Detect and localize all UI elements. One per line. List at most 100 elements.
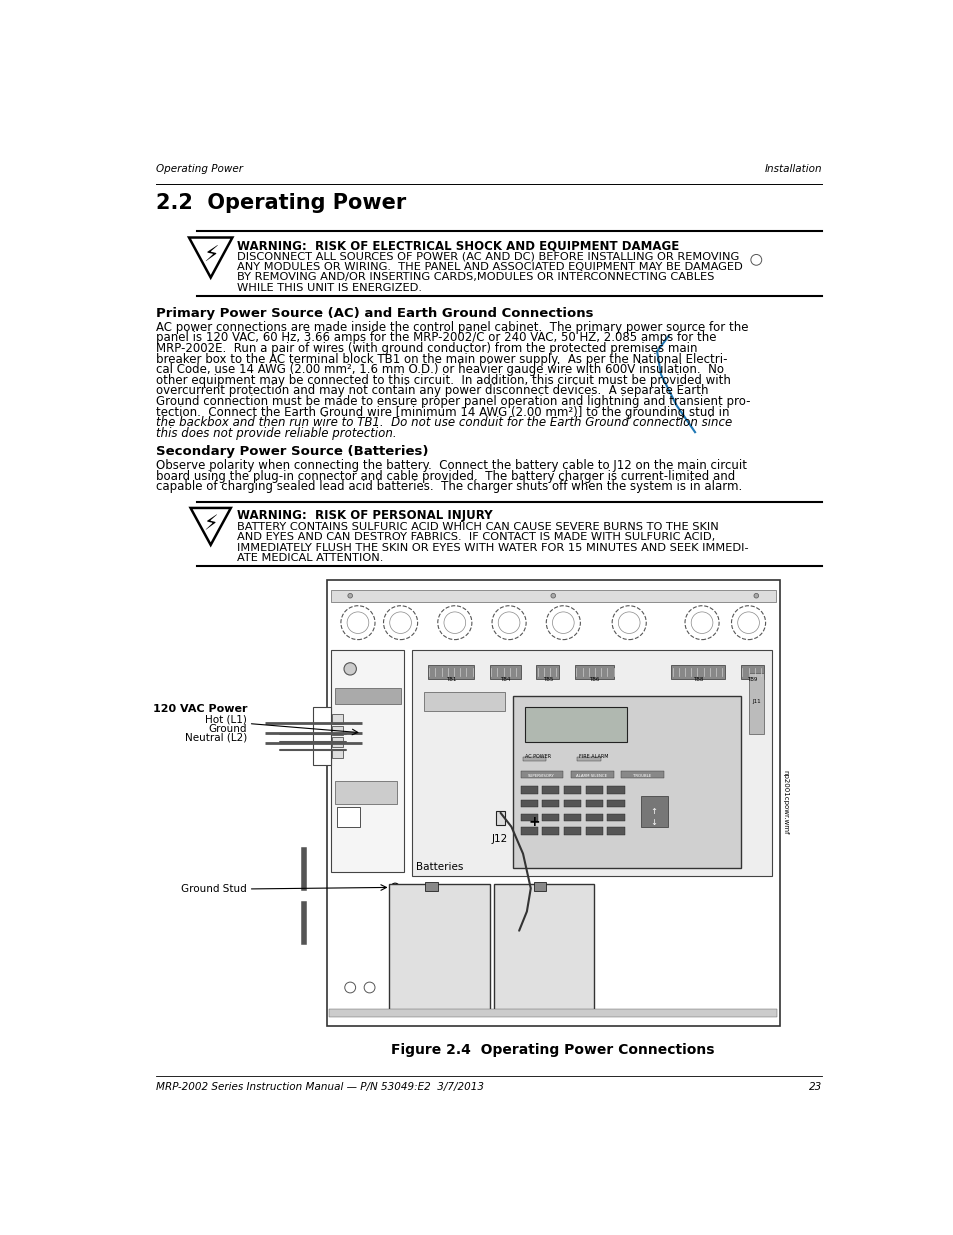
Text: WARNING:  RISK OF PERSONAL INJURY: WARNING: RISK OF PERSONAL INJURY <box>236 510 492 522</box>
FancyBboxPatch shape <box>522 757 546 761</box>
FancyBboxPatch shape <box>607 827 624 835</box>
Text: Batteries: Batteries <box>416 862 462 872</box>
Text: ↓: ↓ <box>650 819 657 827</box>
FancyBboxPatch shape <box>585 785 602 794</box>
Text: AC POWER: AC POWER <box>524 753 550 758</box>
Text: BATTERY CONTAINS SULFURIC ACID WHICH CAN CAUSE SEVERE BURNS TO THE SKIN: BATTERY CONTAINS SULFURIC ACID WHICH CAN… <box>236 522 718 532</box>
Circle shape <box>550 593 555 598</box>
Text: TB1: TB1 <box>445 677 456 682</box>
FancyBboxPatch shape <box>425 882 437 892</box>
FancyBboxPatch shape <box>640 795 667 826</box>
Text: WARNING:  RISK OF ELECTRICAL SHOCK AND EQUIPMENT DAMAGE: WARNING: RISK OF ELECTRICAL SHOCK AND EQ… <box>236 240 679 252</box>
Text: Neutral (L2): Neutral (L2) <box>185 732 247 742</box>
FancyBboxPatch shape <box>520 800 537 808</box>
FancyBboxPatch shape <box>427 664 474 679</box>
FancyBboxPatch shape <box>389 883 489 1010</box>
Text: Ground Stud: Ground Stud <box>181 884 247 894</box>
FancyBboxPatch shape <box>329 1009 777 1016</box>
Text: ANY MODULES OR WIRING.  THE PANEL AND ASSOCIATED EQUIPMENT MAY BE DAMAGED: ANY MODULES OR WIRING. THE PANEL AND ASS… <box>236 262 742 272</box>
Text: Ground connection must be made to ensure proper panel operation and lightning an: Ground connection must be made to ensure… <box>155 395 749 408</box>
FancyBboxPatch shape <box>585 800 602 808</box>
FancyBboxPatch shape <box>536 664 558 679</box>
Text: TB8: TB8 <box>692 677 702 682</box>
FancyBboxPatch shape <box>563 827 580 835</box>
Text: +: + <box>528 815 540 829</box>
Circle shape <box>348 593 353 598</box>
Text: TB5: TB5 <box>542 677 553 682</box>
FancyBboxPatch shape <box>748 673 763 735</box>
Text: J11: J11 <box>751 699 760 704</box>
Text: MRP-2002E.  Run a pair of wires (with ground conductor) from the protected premi: MRP-2002E. Run a pair of wires (with gro… <box>155 342 697 354</box>
FancyBboxPatch shape <box>520 771 562 778</box>
Text: TB4: TB4 <box>499 677 510 682</box>
FancyBboxPatch shape <box>542 814 558 821</box>
Text: Operating Power: Operating Power <box>155 164 242 174</box>
Text: DISCONNECT ALL SOURCES OF POWER (AC AND DC) BEFORE INSTALLING OR REMOVING: DISCONNECT ALL SOURCES OF POWER (AC AND … <box>236 252 739 262</box>
Text: breaker box to the AC terminal block TB1 on the main power supply.  As per the N: breaker box to the AC terminal block TB1… <box>155 352 726 366</box>
Text: TB9: TB9 <box>746 677 757 682</box>
Text: Ground: Ground <box>209 724 247 734</box>
FancyBboxPatch shape <box>563 785 580 794</box>
FancyBboxPatch shape <box>489 664 520 679</box>
FancyBboxPatch shape <box>332 748 343 758</box>
FancyBboxPatch shape <box>575 664 613 679</box>
FancyBboxPatch shape <box>542 785 558 794</box>
Text: ATE MEDICAL ATTENTION.: ATE MEDICAL ATTENTION. <box>236 553 383 563</box>
FancyBboxPatch shape <box>542 827 558 835</box>
Text: overcurrent protection and may not contain any power disconnect devices.  A sepa: overcurrent protection and may not conta… <box>155 384 707 398</box>
FancyBboxPatch shape <box>670 664 724 679</box>
FancyBboxPatch shape <box>332 737 343 747</box>
Text: AC power connections are made inside the control panel cabinet.  The primary pow: AC power connections are made inside the… <box>155 321 747 333</box>
FancyBboxPatch shape <box>335 688 400 704</box>
Text: Observe polarity when connecting the battery.  Connect the battery cable to J12 : Observe polarity when connecting the bat… <box>155 459 746 472</box>
FancyBboxPatch shape <box>585 827 602 835</box>
Text: np2001cpowr.wmf: np2001cpowr.wmf <box>781 771 788 835</box>
FancyBboxPatch shape <box>740 664 763 679</box>
FancyBboxPatch shape <box>607 814 624 821</box>
FancyBboxPatch shape <box>577 757 599 761</box>
Text: tection.  Connect the Earth Ground wire [minimum 14 AWG (2.00 mm²)] to the groun: tection. Connect the Earth Ground wire [… <box>155 405 728 419</box>
Text: 120 VAC Power: 120 VAC Power <box>152 704 247 714</box>
Text: TROUBLE: TROUBLE <box>633 773 651 778</box>
FancyBboxPatch shape <box>607 785 624 794</box>
Text: panel is 120 VAC, 60 Hz, 3.66 amps for the MRP-2002/C or 240 VAC, 50 HZ, 2.085 a: panel is 120 VAC, 60 Hz, 3.66 amps for t… <box>155 331 716 345</box>
FancyBboxPatch shape <box>335 781 396 804</box>
FancyBboxPatch shape <box>332 714 343 724</box>
FancyBboxPatch shape <box>563 800 580 808</box>
Text: 23: 23 <box>808 1082 821 1092</box>
FancyBboxPatch shape <box>412 650 771 876</box>
FancyBboxPatch shape <box>620 771 663 778</box>
Text: ↑: ↑ <box>650 806 657 816</box>
Text: this does not provide reliable protection.: this does not provide reliable protectio… <box>155 427 395 440</box>
Text: AND EYES AND CAN DESTROY FABRICS.  IF CONTACT IS MADE WITH SULFURIC ACID,: AND EYES AND CAN DESTROY FABRICS. IF CON… <box>236 532 715 542</box>
Text: TB6: TB6 <box>589 677 598 682</box>
Text: ⚡: ⚡ <box>203 515 218 535</box>
Text: ⚡: ⚡ <box>203 246 218 266</box>
Text: FIRE ALARM: FIRE ALARM <box>578 753 608 758</box>
Circle shape <box>753 593 758 598</box>
FancyBboxPatch shape <box>520 785 537 794</box>
Text: IMMEDIATELY FLUSH THE SKIN OR EYES WITH WATER FOR 15 MINUTES AND SEEK IMMEDI-: IMMEDIATELY FLUSH THE SKIN OR EYES WITH … <box>236 542 748 552</box>
FancyBboxPatch shape <box>423 692 505 711</box>
Text: Primary Power Source (AC) and Earth Ground Connections: Primary Power Source (AC) and Earth Grou… <box>155 306 593 320</box>
Text: cal Code, use 14 AWG (2.00 mm², 1.6 mm O.D.) or heavier gauge wire with 600V ins: cal Code, use 14 AWG (2.00 mm², 1.6 mm O… <box>155 363 723 377</box>
Text: board using the plug-in connector and cable provided.  The battery charger is cu: board using the plug-in connector and ca… <box>155 469 734 483</box>
Text: Hot (L1): Hot (L1) <box>205 714 247 724</box>
Text: Secondary Power Source (Batteries): Secondary Power Source (Batteries) <box>155 446 428 458</box>
Text: capable of charging sealed lead acid batteries.  The charger shuts off when the : capable of charging sealed lead acid bat… <box>155 480 741 493</box>
FancyBboxPatch shape <box>607 800 624 808</box>
Text: J12: J12 <box>492 835 508 845</box>
FancyBboxPatch shape <box>534 882 546 892</box>
FancyBboxPatch shape <box>513 695 740 868</box>
FancyBboxPatch shape <box>493 883 594 1010</box>
Text: 2.2  Operating Power: 2.2 Operating Power <box>155 193 405 212</box>
Text: ALARM SILENCE: ALARM SILENCE <box>576 773 607 778</box>
Circle shape <box>391 883 399 892</box>
FancyBboxPatch shape <box>332 726 343 735</box>
Text: SUPERVISORY: SUPERVISORY <box>528 773 555 778</box>
FancyBboxPatch shape <box>542 800 558 808</box>
FancyBboxPatch shape <box>313 708 331 766</box>
Text: BY REMOVING AND/OR INSERTING CARDS,MODULES OR INTERCONNECTING CABLES: BY REMOVING AND/OR INSERTING CARDS,MODUL… <box>236 272 714 282</box>
FancyBboxPatch shape <box>331 589 775 601</box>
FancyBboxPatch shape <box>336 808 360 826</box>
